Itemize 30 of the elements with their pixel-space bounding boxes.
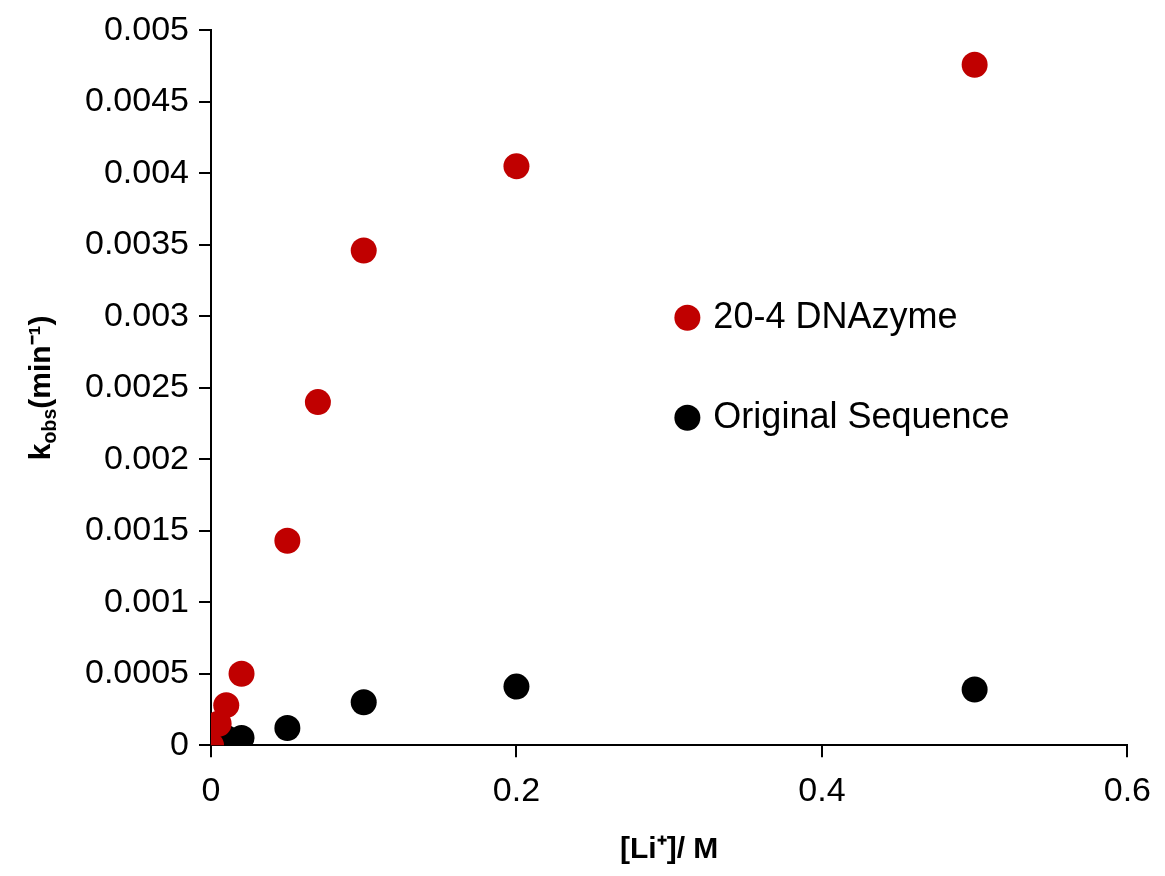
y-tick-label: 0.0025	[84, 366, 189, 405]
x-tick-label: 0.6	[1103, 769, 1151, 808]
point	[213, 692, 240, 719]
point	[350, 689, 377, 716]
x-tick-label: 0.4	[798, 769, 846, 808]
y-tick-label: 0.004	[103, 151, 189, 190]
y-tick-label: 0.005	[103, 8, 189, 47]
point	[228, 660, 255, 687]
point	[503, 673, 530, 700]
y-axis-title: kobs(min⁻¹)	[23, 315, 61, 461]
x-tick-label: 0	[201, 769, 221, 808]
legend-label: 20-4 DNAzyme	[713, 294, 958, 336]
y-tick-label: 0.003	[103, 294, 189, 333]
y-tick-label: 0	[170, 723, 189, 762]
y-tick-label: 0.0005	[84, 652, 189, 691]
y-tick-label: 0.0035	[84, 223, 189, 262]
y-tick-label: 0.002	[103, 437, 189, 476]
point	[961, 51, 988, 78]
legend-label: Original Sequence	[713, 394, 1010, 436]
x-tick-label: 0.2	[492, 769, 541, 808]
y-tick-label: 0.0045	[84, 80, 189, 119]
point	[304, 389, 331, 416]
y-tick-label: 0.0015	[84, 509, 189, 548]
y-tick-label: 0.001	[103, 580, 189, 619]
point	[274, 715, 301, 742]
point	[350, 237, 377, 264]
point	[274, 527, 301, 554]
point	[503, 153, 530, 180]
point	[961, 676, 988, 703]
x-axis-title: [Li⁺]/ M	[620, 831, 719, 865]
